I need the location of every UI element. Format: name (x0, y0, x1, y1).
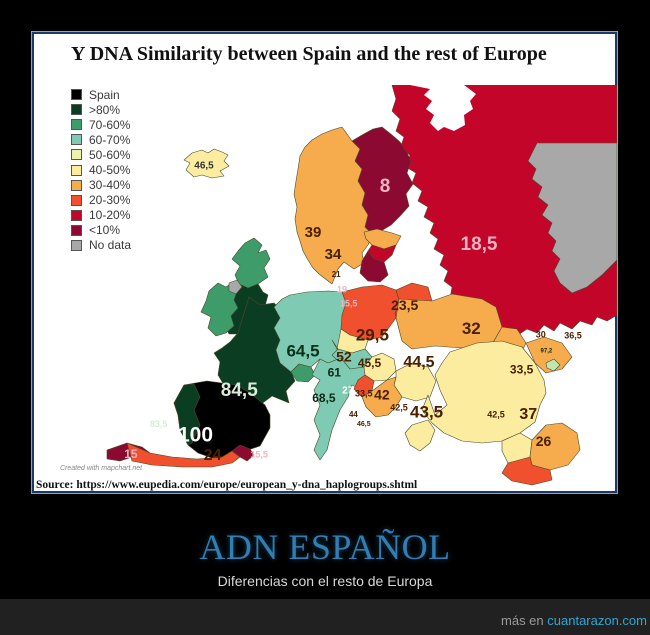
svg-text:33,5: 33,5 (355, 388, 373, 398)
svg-text:46,5: 46,5 (357, 421, 371, 428)
svg-text:100: 100 (178, 424, 213, 447)
svg-text:21: 21 (332, 270, 341, 279)
svg-text:61: 61 (328, 365, 342, 379)
svg-text:15: 15 (124, 447, 138, 461)
svg-text:15,5: 15,5 (250, 449, 268, 459)
svg-text:64,5: 64,5 (286, 342, 319, 361)
svg-text:46,5: 46,5 (194, 161, 214, 172)
svg-text:29,5: 29,5 (356, 325, 389, 344)
svg-text:42,5: 42,5 (390, 403, 408, 413)
svg-text:43,5: 43,5 (410, 402, 443, 421)
svg-text:33,5: 33,5 (510, 362, 534, 376)
svg-text:34: 34 (325, 246, 342, 263)
svg-text:24: 24 (204, 447, 222, 464)
svg-text:8: 8 (380, 176, 391, 197)
svg-text:39: 39 (305, 224, 322, 241)
svg-text:37: 37 (519, 406, 537, 423)
svg-text:44,5: 44,5 (403, 354, 434, 371)
svg-text:26: 26 (536, 433, 552, 449)
svg-text:42,5: 42,5 (487, 409, 505, 419)
svg-text:30: 30 (536, 329, 546, 339)
svg-text:68,5: 68,5 (312, 391, 336, 405)
svg-text:23,5: 23,5 (391, 297, 418, 313)
svg-text:18,5: 18,5 (461, 234, 498, 255)
svg-text:97,2: 97,2 (541, 349, 553, 355)
svg-text:44: 44 (349, 410, 358, 419)
svg-text:36,5: 36,5 (564, 330, 582, 340)
svg-text:32: 32 (462, 319, 481, 338)
svg-text:42: 42 (374, 387, 390, 403)
svg-text:15,5: 15,5 (340, 298, 358, 308)
svg-text:45,5: 45,5 (358, 356, 382, 370)
svg-text:19: 19 (337, 284, 347, 294)
svg-text:27: 27 (342, 386, 354, 397)
svg-text:52: 52 (336, 349, 352, 365)
svg-text:84,5: 84,5 (221, 380, 258, 401)
svg-text:83,5: 83,5 (150, 419, 168, 429)
